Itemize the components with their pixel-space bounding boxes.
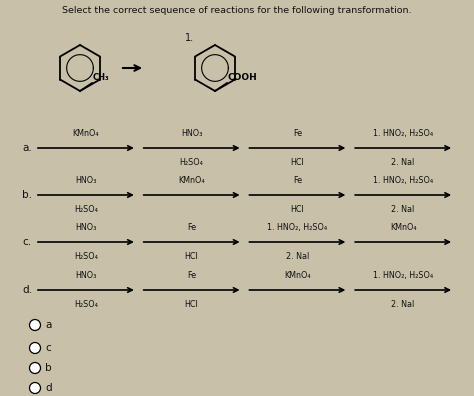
Text: 2. NaI: 2. NaI bbox=[392, 300, 415, 309]
Text: Select the correct sequence of reactions for the following transformation.: Select the correct sequence of reactions… bbox=[62, 6, 412, 15]
Text: c.: c. bbox=[22, 237, 31, 247]
Text: d.: d. bbox=[22, 285, 32, 295]
Text: Fe: Fe bbox=[293, 129, 302, 138]
Text: CH₃: CH₃ bbox=[93, 73, 109, 82]
Text: d: d bbox=[45, 383, 52, 393]
Text: a.: a. bbox=[22, 143, 32, 153]
Text: Fe: Fe bbox=[187, 223, 196, 232]
Text: H₂SO₄: H₂SO₄ bbox=[74, 300, 98, 309]
Text: KMnO₄: KMnO₄ bbox=[284, 271, 310, 280]
Text: KMnO₄: KMnO₄ bbox=[73, 129, 99, 138]
Text: KMnO₄: KMnO₄ bbox=[390, 223, 417, 232]
Text: 2. NaI: 2. NaI bbox=[286, 252, 309, 261]
Circle shape bbox=[29, 383, 40, 394]
Text: KMnO₄: KMnO₄ bbox=[178, 176, 205, 185]
Text: 1.: 1. bbox=[185, 33, 194, 43]
Circle shape bbox=[29, 343, 40, 354]
Text: HCl: HCl bbox=[291, 158, 304, 167]
Text: 1. HNO₂, H₂SO₄: 1. HNO₂, H₂SO₄ bbox=[373, 176, 433, 185]
Text: b: b bbox=[45, 363, 52, 373]
Text: Fe: Fe bbox=[187, 271, 196, 280]
Text: 2. NaI: 2. NaI bbox=[392, 158, 415, 167]
Text: 1. HNO₂, H₂SO₄: 1. HNO₂, H₂SO₄ bbox=[373, 129, 433, 138]
Text: b.: b. bbox=[22, 190, 32, 200]
Text: 1. HNO₂, H₂SO₄: 1. HNO₂, H₂SO₄ bbox=[373, 271, 433, 280]
Text: Fe: Fe bbox=[293, 176, 302, 185]
Text: a: a bbox=[45, 320, 51, 330]
Circle shape bbox=[29, 362, 40, 373]
Circle shape bbox=[29, 320, 40, 331]
Text: H₂SO₄: H₂SO₄ bbox=[74, 252, 98, 261]
Text: HNO₃: HNO₃ bbox=[75, 271, 97, 280]
Text: COOH: COOH bbox=[228, 73, 258, 82]
Text: H₂SO₄: H₂SO₄ bbox=[74, 205, 98, 214]
Text: HCl: HCl bbox=[185, 252, 199, 261]
Text: H₂SO₄: H₂SO₄ bbox=[180, 158, 203, 167]
Text: HCl: HCl bbox=[185, 300, 199, 309]
Text: HCl: HCl bbox=[291, 205, 304, 214]
Text: 2. NaI: 2. NaI bbox=[392, 205, 415, 214]
Text: HNO₃: HNO₃ bbox=[75, 223, 97, 232]
Text: HNO₃: HNO₃ bbox=[181, 129, 202, 138]
Text: c: c bbox=[45, 343, 51, 353]
Text: 1. HNO₂, H₂SO₄: 1. HNO₂, H₂SO₄ bbox=[267, 223, 328, 232]
Text: HNO₃: HNO₃ bbox=[75, 176, 97, 185]
